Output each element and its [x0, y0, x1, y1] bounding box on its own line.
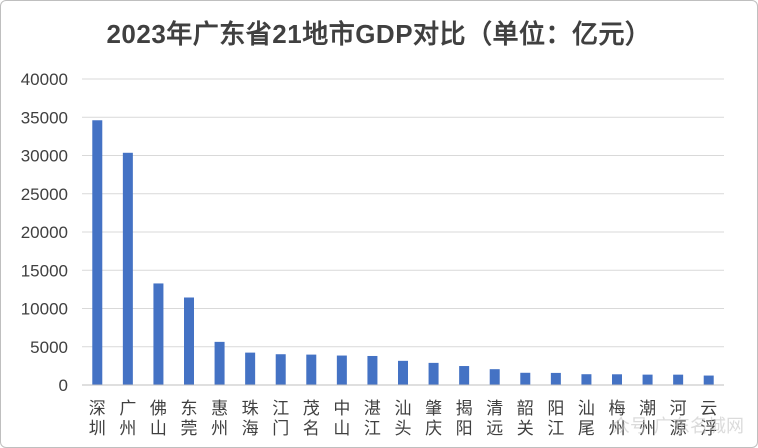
- y-tick-label: 40000: [21, 70, 68, 89]
- x-tick-label: 海: [242, 419, 259, 439]
- x-tick-label: 中: [333, 399, 350, 419]
- y-tick-label: 20000: [21, 223, 68, 242]
- y-tick-label: 25000: [21, 185, 68, 204]
- bar: [92, 120, 103, 385]
- x-tick-label: 山: [150, 419, 167, 439]
- y-tick-label: 10000: [21, 300, 68, 319]
- bar: [642, 374, 653, 385]
- x-tick-label: 州: [119, 419, 136, 439]
- x-tick-label: 汕: [395, 399, 412, 419]
- bar: [550, 372, 561, 385]
- x-tick-label: 佛: [150, 399, 167, 419]
- x-tick-label: 惠: [211, 399, 228, 419]
- x-tick-label: 深: [89, 399, 106, 419]
- x-tick-label: 广: [119, 399, 136, 419]
- x-tick-label: 潮: [639, 399, 656, 419]
- bar: [673, 374, 684, 385]
- bar: [367, 355, 378, 385]
- chart-title: 2023年广东省21地市GDP对比（单位：亿元）: [106, 19, 652, 49]
- x-tick-label: 江: [547, 419, 564, 439]
- x-tick-label: 头: [395, 419, 412, 439]
- x-tick-label: 源: [670, 419, 687, 439]
- bar: [612, 374, 622, 385]
- bar: [214, 341, 225, 385]
- x-tick-label: 州: [609, 419, 626, 439]
- x-tick-label: 梅: [609, 399, 626, 419]
- x-tick-label: 云: [700, 399, 717, 419]
- x-tick-label: 名: [303, 419, 320, 439]
- x-tick-label: 湛: [364, 399, 381, 419]
- bar: [428, 362, 439, 385]
- bar: [184, 297, 194, 385]
- bar: [489, 369, 500, 385]
- bar: [245, 352, 256, 385]
- y-tick-label: 5000: [30, 338, 68, 357]
- x-tick-label: 州: [211, 419, 228, 439]
- x-tick-label: 远: [486, 419, 503, 439]
- bar: [459, 366, 470, 385]
- x-tick-label: 江: [364, 419, 381, 439]
- x-tick-label: 河: [670, 399, 687, 419]
- x-tick-label: 揭: [456, 399, 473, 419]
- bar: [275, 354, 286, 385]
- bar: [306, 354, 317, 385]
- x-tick-label: 韶: [517, 399, 534, 419]
- y-tick-label: 30000: [21, 147, 68, 166]
- x-tick-label: 门: [272, 419, 289, 439]
- x-tick-label: 珠: [242, 399, 259, 419]
- x-tick-label: 庆: [425, 419, 442, 439]
- x-tick-label: 山: [333, 419, 350, 439]
- bar: [703, 375, 714, 385]
- x-tick-label: 汕: [578, 399, 595, 419]
- bar: [122, 152, 133, 385]
- bar: [398, 360, 408, 385]
- x-tick-label: 江: [272, 399, 289, 419]
- x-tick-label: 尾: [578, 419, 595, 439]
- x-tick-label: 莞: [181, 419, 198, 439]
- x-tick-label: 州: [639, 419, 656, 439]
- bar: [336, 355, 347, 385]
- y-tick-label: 15000: [21, 261, 68, 280]
- bar: [153, 283, 164, 385]
- x-tick-label: 浮: [700, 419, 717, 439]
- y-tick-label: 0: [59, 376, 68, 395]
- x-tick-label: 阳: [456, 419, 473, 439]
- x-tick-label: 肇: [425, 399, 442, 419]
- watermark-text: 众号·广东名城网: [612, 416, 744, 436]
- x-tick-label: 圳: [89, 419, 106, 439]
- y-tick-label: 35000: [21, 108, 68, 127]
- x-tick-label: 关: [517, 419, 534, 439]
- x-tick-label: 阳: [547, 399, 564, 419]
- x-tick-label: 东: [181, 399, 198, 419]
- bar: [581, 374, 592, 385]
- x-tick-label: 清: [486, 399, 503, 419]
- bar: [520, 372, 531, 385]
- x-tick-label: 茂: [303, 399, 320, 419]
